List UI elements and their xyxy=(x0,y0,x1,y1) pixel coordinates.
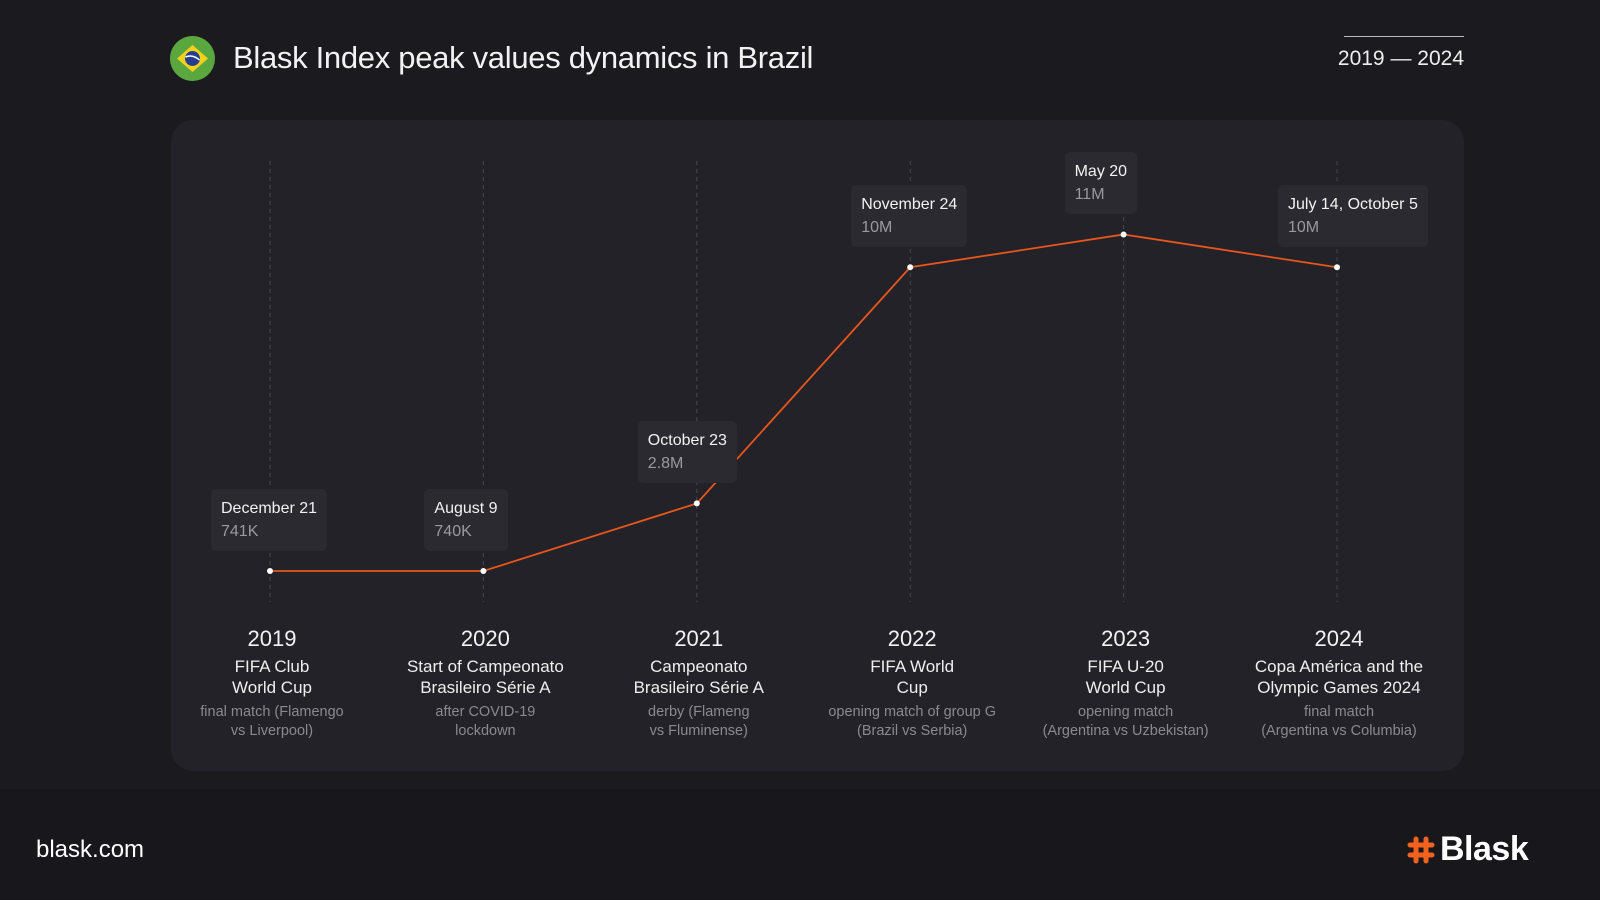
peak-value: 2.8M xyxy=(647,455,684,473)
data-label-2020: August 9 740K xyxy=(424,489,508,551)
event-title-line: Brasileiro Série A xyxy=(633,678,764,697)
event-title-line: Start of Campeonato xyxy=(406,657,564,676)
event-note: opening match (Argentina vs Uzbekistan) xyxy=(1026,703,1226,741)
event-title-line: World Cup xyxy=(232,678,312,697)
event-title-line: Campeonato xyxy=(650,657,748,676)
peak-date: October 23 xyxy=(647,432,727,450)
data-point-2021 xyxy=(693,500,700,507)
logo-text: Blask xyxy=(1440,830,1529,868)
x-tick-2020: 2020 Start of Campeonato Brasileiro Série … xyxy=(385,624,585,741)
event-note: final match (Argentina vs Columbia) xyxy=(1239,703,1439,741)
event-note: after COVID-19 lockdown xyxy=(385,703,585,741)
event-title: FIFA U-20 World Cup xyxy=(1026,656,1226,698)
x-tick-2019: 2019 FIFA Club World Cup final match (Flame… xyxy=(172,624,372,741)
event-title-line: FIFA World xyxy=(870,657,955,676)
peak-date: May 20 xyxy=(1074,163,1128,181)
x-tick-label: 2023 xyxy=(1101,626,1151,651)
data-point-2022 xyxy=(907,264,914,271)
page-title: Blask Index peak values dynamics in Braz… xyxy=(233,40,814,75)
event-note: final match (Flamengo vs Liverpool) xyxy=(172,703,372,741)
range-divider xyxy=(1344,36,1464,37)
x-tick-2022: 2022 FIFA World Cup opening match of group … xyxy=(812,624,1012,741)
data-point-2019 xyxy=(267,567,273,574)
event-title-line: Brasileiro Série A xyxy=(420,678,551,697)
data-point-2020 xyxy=(480,568,487,574)
event-note-line: vs Liverpool) xyxy=(230,723,314,739)
event-title: FIFA World Cup xyxy=(812,656,1012,698)
event-note-line: final match xyxy=(1303,704,1375,720)
peak-value: 740K xyxy=(434,523,472,540)
event-title: Campeonato Brasileiro Série A xyxy=(599,656,799,698)
data-label-2022: November 24 10M xyxy=(851,185,968,248)
event-note-line: (Argentina vs Columbia) xyxy=(1261,723,1417,739)
event-note-line: derby (Flameng xyxy=(648,704,750,720)
event-note-line: opening match of group G xyxy=(828,704,997,720)
event-title-line: FIFA Club xyxy=(234,657,310,676)
brazil-flag-icon xyxy=(170,36,215,81)
event-note-line: (Brazil vs Serbia) xyxy=(856,723,968,739)
event-title-line: Copa América and the xyxy=(1254,657,1424,676)
data-label-2019: December 21 741K xyxy=(211,488,328,551)
footer xyxy=(0,789,1600,900)
x-tick-label: 2021 xyxy=(674,626,724,651)
data-label-2023: May 20 11M xyxy=(1064,152,1138,215)
event-title: Start of Campeonato Brasileiro Série A xyxy=(385,656,585,698)
peak-value: 10M xyxy=(861,219,893,237)
event-title: Copa América and the Olympic Games 2024 xyxy=(1239,656,1439,698)
event-note-line: after COVID-19 xyxy=(435,704,536,720)
year-range: 2019 — 2024 xyxy=(1337,47,1464,70)
x-tick-label: 2019 xyxy=(247,626,297,651)
x-tick-2024: 2024 Copa América and the Olympic Games 20… xyxy=(1239,624,1439,741)
peak-date: August 9 xyxy=(434,500,498,517)
event-note: opening match of group G (Brazil vs Serbi… xyxy=(812,703,1012,741)
site-link[interactable]: blask.com xyxy=(36,836,145,863)
event-note-line: (Argentina vs Uzbekistan) xyxy=(1042,723,1209,739)
event-title-line: Olympic Games 2024 xyxy=(1257,678,1421,697)
peak-value: 10M xyxy=(1288,219,1320,237)
event-title-line: World Cup xyxy=(1085,678,1166,697)
event-title-line: Cup xyxy=(896,678,928,697)
event-note-line: vs Fluminense) xyxy=(649,723,748,739)
blask-logo: Blask xyxy=(1406,830,1529,869)
peak-value: 11M xyxy=(1074,186,1105,204)
peak-date: November 24 xyxy=(861,196,958,214)
event-note-line: opening match xyxy=(1078,704,1174,720)
data-point-2023 xyxy=(1120,231,1127,238)
peak-date: July 14, October 5 xyxy=(1288,196,1418,214)
chart-card xyxy=(171,120,1464,771)
event-note-line: lockdown xyxy=(455,723,516,739)
event-title: FIFA Club World Cup xyxy=(172,656,372,698)
x-tick-label: 2020 xyxy=(460,626,510,651)
hash-logo-icon xyxy=(1407,836,1435,863)
x-tick-2023: 2023 FIFA U-20 World Cup opening match (Arge… xyxy=(1026,624,1226,741)
x-tick-label: 2022 xyxy=(887,626,937,651)
data-label-2024: July 14, October 5 10M xyxy=(1278,185,1428,248)
x-tick-2021: 2021 Campeonato Brasileiro Série A derby (F… xyxy=(599,624,799,741)
data-label-2021: October 23 2.8M xyxy=(637,421,737,484)
series-line xyxy=(269,233,1338,572)
peak-value: 741K xyxy=(221,522,259,540)
event-title-line: FIFA U-20 xyxy=(1087,657,1164,676)
x-tick-label: 2024 xyxy=(1314,626,1364,651)
event-note: derby (Flameng vs Fluminense) xyxy=(599,703,799,741)
event-note-line: final match (Flamengo xyxy=(200,704,344,720)
peak-date: December 21 xyxy=(221,499,318,517)
data-point-2024 xyxy=(1334,264,1340,271)
